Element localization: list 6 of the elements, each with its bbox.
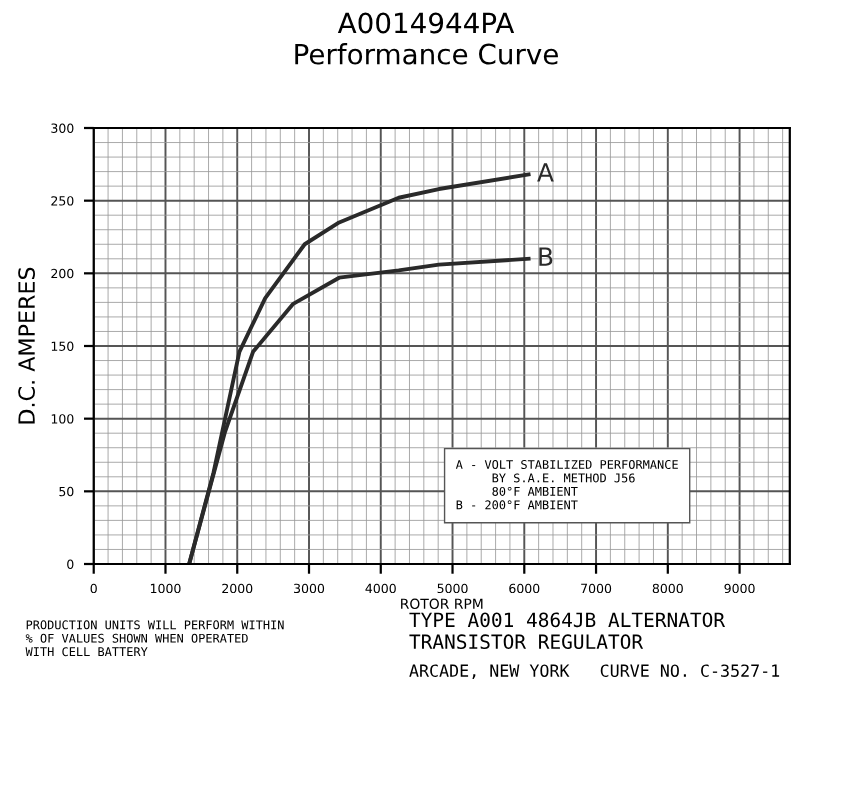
y-axis-title: D.C. AMPERES xyxy=(18,267,35,424)
series-label: A xyxy=(537,163,554,182)
chart-title: A0014944PA Performance Curve xyxy=(295,12,558,65)
text: TYPE A001 4864JB ALTERNATOR TRANSISTOR REGULATOR xyxy=(409,612,726,650)
series-label: B xyxy=(539,247,553,266)
text: ARCADE, NEW YORK CURVE NO. C-3527-1 xyxy=(409,664,780,680)
